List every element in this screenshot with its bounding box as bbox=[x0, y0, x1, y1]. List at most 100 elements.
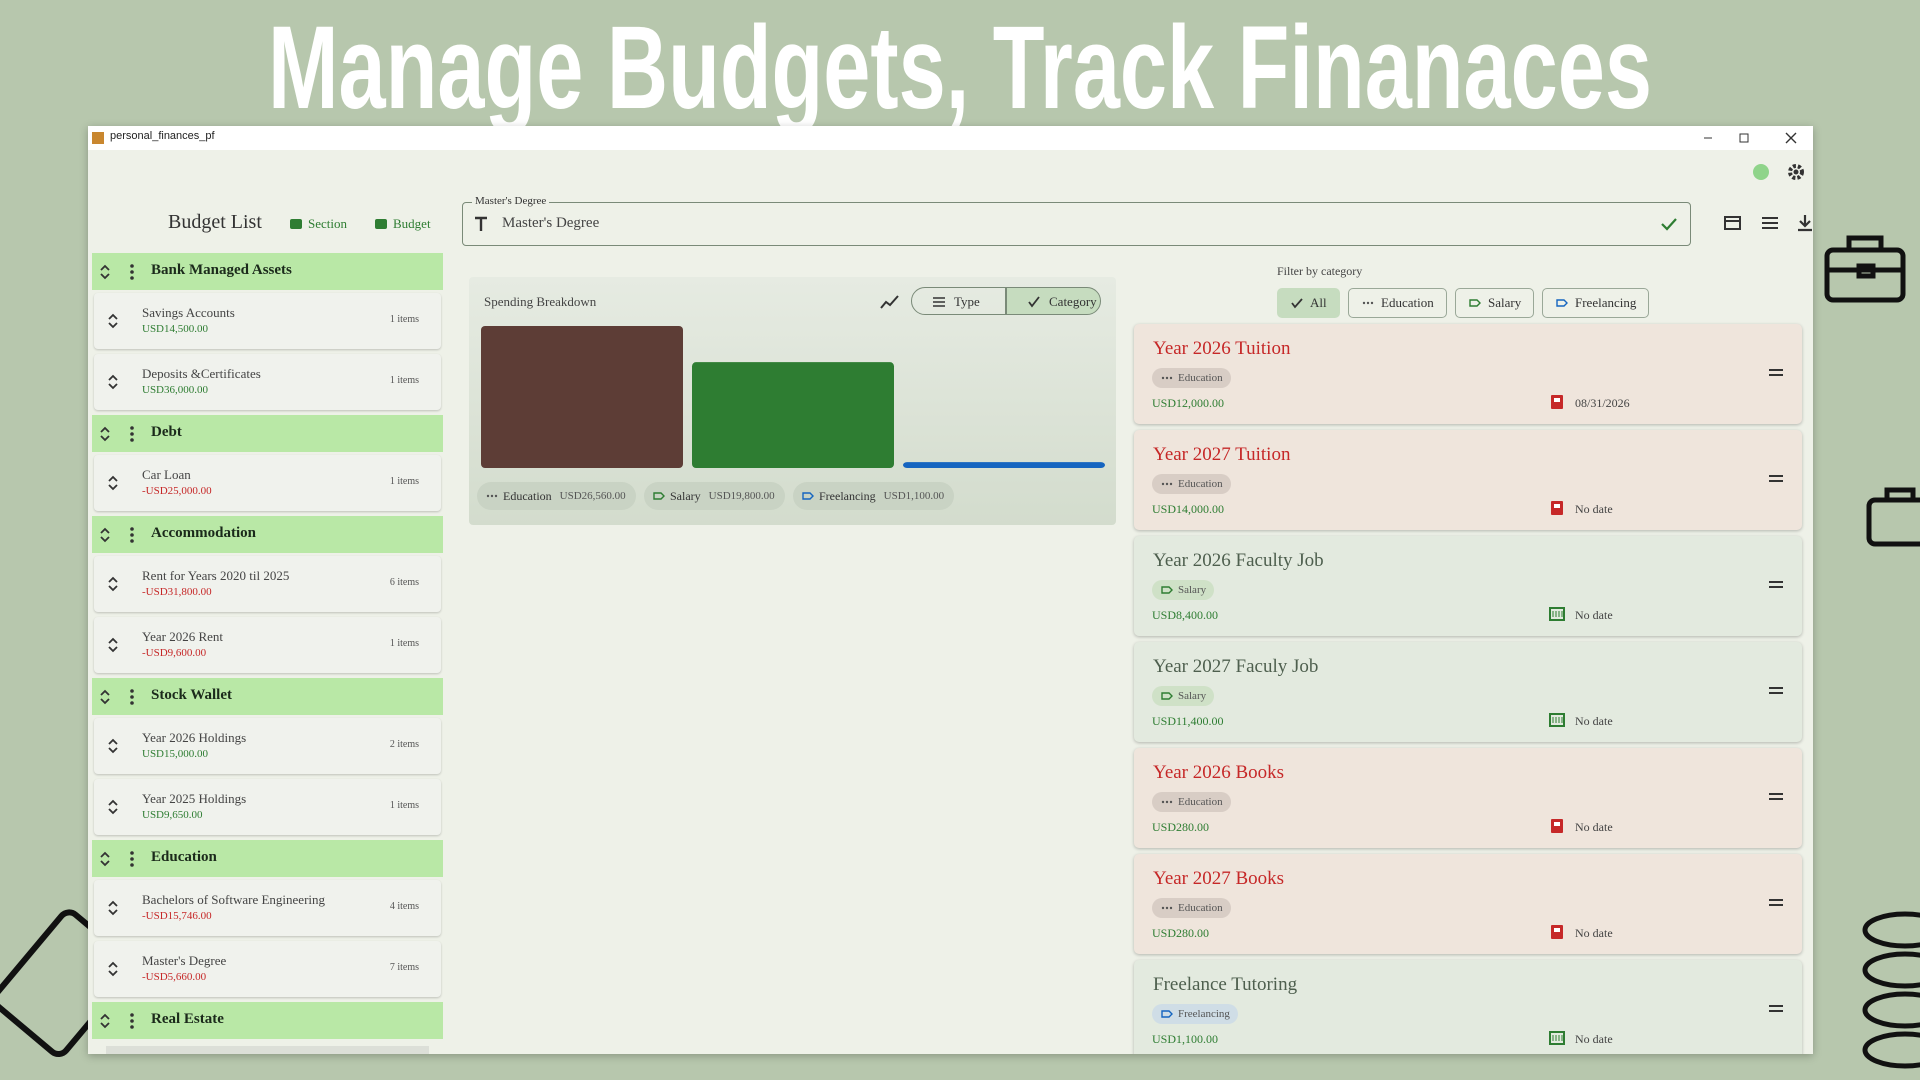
app-window: personal_finances_pf Budget List Section Bu… bbox=[88, 126, 1813, 1054]
budget-item[interactable]: Deposits &Certificates USD36,000.00 1 item… bbox=[94, 354, 441, 410]
item-name: Bachelors of Software Engineering bbox=[142, 892, 326, 907]
item-name: Year 2026 Rent bbox=[142, 629, 224, 644]
date-icon bbox=[1551, 501, 1563, 515]
budget-entry-card[interactable]: Year 2027 Tuition Education USD14,000.00 No… bbox=[1134, 430, 1802, 530]
chart-title: Spending Breakdown bbox=[484, 294, 597, 309]
toggle-label: Type bbox=[954, 294, 980, 309]
budget-item[interactable]: Rent for Years 2020 til 2025 -USD31,800.0… bbox=[94, 556, 441, 612]
chart-toggle[interactable]: Category bbox=[1006, 287, 1101, 315]
budget-item[interactable]: Savings Accounts USD14,500.00 1 items bbox=[94, 293, 441, 349]
entry-date: 08/31/2026 bbox=[1575, 396, 1630, 410]
item-amount: USD15,000.00 bbox=[142, 748, 209, 760]
legend-label: Salary bbox=[670, 488, 701, 503]
decoration bbox=[0, 909, 90, 1058]
filter-chip[interactable]: Salary bbox=[1455, 288, 1535, 318]
legend-chip: Freelancing USD1,100.00 bbox=[793, 482, 955, 510]
item-count: 1 items bbox=[389, 800, 419, 811]
legend-icon bbox=[802, 492, 814, 500]
notification-button[interactable] bbox=[1751, 162, 1771, 182]
reorder-icon bbox=[100, 264, 110, 280]
name-field[interactable]: Master's Degree bbox=[462, 202, 1691, 246]
tag-icon bbox=[1161, 1010, 1173, 1018]
maximize-button[interactable] bbox=[1736, 130, 1752, 146]
entry-title: Year 2026 Faculty Job bbox=[1153, 550, 1324, 571]
filter-chip[interactable]: All bbox=[1277, 288, 1340, 318]
minimize-button[interactable] bbox=[1700, 130, 1716, 146]
menu-icon bbox=[130, 1013, 134, 1029]
budget-entry-card[interactable]: Year 2026 Faculty Job Salary USD8,400.00 No… bbox=[1134, 536, 1802, 636]
item-amount: -USD15,746.00 bbox=[142, 910, 212, 922]
entry-tag: Education bbox=[1152, 474, 1231, 494]
chart-toggle[interactable]: Type bbox=[911, 287, 1006, 315]
section-header[interactable]: Accommodation bbox=[92, 516, 443, 553]
section-header[interactable]: Bank Managed Assets bbox=[92, 253, 443, 290]
section-header[interactable]: Real Estate bbox=[92, 1002, 443, 1039]
entry-tag: Education bbox=[1152, 368, 1231, 388]
toggle-label: Category bbox=[1049, 294, 1097, 309]
item-count: 1 items bbox=[389, 638, 419, 649]
tag-icon bbox=[1161, 376, 1173, 380]
budget-entry-card[interactable]: Year 2027 Books Education USD280.00 No date bbox=[1134, 854, 1802, 954]
banner-title: Manage Budgets, Track Finanaces bbox=[268, 2, 1652, 130]
drag-handle[interactable] bbox=[1768, 1004, 1784, 1014]
entry-tag: Education bbox=[1152, 792, 1231, 812]
section-header[interactable]: Stock Wallet bbox=[92, 678, 443, 715]
budget-item[interactable]: Master's Degree -USD5,660.00 7 items bbox=[94, 941, 441, 997]
tag-icon bbox=[1161, 906, 1173, 910]
section-name: Real Estate bbox=[151, 1011, 224, 1027]
close-button[interactable] bbox=[1783, 130, 1799, 146]
app-icon bbox=[92, 132, 104, 144]
chip-icon bbox=[1291, 298, 1303, 309]
field-value: Master's Degree bbox=[502, 215, 600, 231]
budget-entry-card[interactable]: Year 2027 Faculy Job Salary USD11,400.00 No… bbox=[1134, 642, 1802, 742]
drag-handle[interactable] bbox=[1768, 898, 1784, 908]
window-title: personal_finances_pf bbox=[110, 130, 215, 142]
toolbar-button[interactable] bbox=[1795, 213, 1813, 233]
toggle-icon bbox=[933, 297, 945, 307]
drag-handle[interactable] bbox=[1768, 474, 1784, 484]
menu-icon bbox=[130, 264, 134, 280]
menu-icon bbox=[130, 689, 134, 705]
action-button[interactable]: Section bbox=[308, 216, 347, 231]
filter-chip[interactable]: Education bbox=[1348, 288, 1447, 318]
budget-entry-card[interactable]: Year 2026 Tuition Education USD12,000.00 08… bbox=[1134, 324, 1802, 424]
item-count: 1 items bbox=[389, 375, 419, 386]
action-icon bbox=[375, 219, 387, 229]
placeholder-row bbox=[106, 1046, 429, 1054]
budget-item[interactable]: Year 2025 Holdings USD9,650.00 1 items bbox=[94, 779, 441, 835]
chart-style-button[interactable] bbox=[879, 292, 901, 312]
item-count: 2 items bbox=[389, 739, 419, 750]
reorder-icon bbox=[108, 900, 118, 916]
budget-item[interactable]: Year 2026 Rent -USD9,600.00 1 items bbox=[94, 617, 441, 673]
section-header[interactable]: Debt bbox=[92, 415, 443, 452]
settings-button[interactable] bbox=[1786, 162, 1806, 182]
budget-entry-card[interactable]: Year 2026 Books Education USD280.00 No date bbox=[1134, 748, 1802, 848]
legend-value: USD19,800.00 bbox=[708, 490, 775, 502]
budget-item[interactable]: Bachelors of Software Engineering -USD15,… bbox=[94, 880, 441, 936]
bar-plot bbox=[481, 326, 1105, 468]
toolbar-button[interactable] bbox=[1724, 213, 1744, 233]
drag-handle[interactable] bbox=[1768, 580, 1784, 590]
entry-date: No date bbox=[1575, 1032, 1613, 1046]
drag-handle[interactable] bbox=[1768, 368, 1784, 378]
filter-chip[interactable]: Freelancing bbox=[1542, 288, 1650, 318]
legend-label: Freelancing bbox=[819, 488, 876, 503]
budget-entry-card[interactable]: Freelance Tutoring Freelancing USD1,100.00… bbox=[1134, 960, 1802, 1054]
drag-handle[interactable] bbox=[1768, 792, 1784, 802]
section-header[interactable]: Education bbox=[92, 840, 443, 877]
entry-amount: USD14,000.00 bbox=[1152, 502, 1225, 516]
drag-handle[interactable] bbox=[1768, 686, 1784, 696]
item-amount: -USD9,600.00 bbox=[142, 647, 207, 659]
action-button[interactable]: Budget bbox=[393, 216, 431, 231]
budget-item[interactable]: Year 2026 Holdings USD15,000.00 2 items bbox=[94, 718, 441, 774]
budget-item[interactable]: Car Loan -USD25,000.00 1 items bbox=[94, 455, 441, 511]
section-name: Debt bbox=[151, 424, 182, 440]
banner: Manage Budgets, Track Finanaces bbox=[268, 2, 1652, 130]
entry-amount: USD280.00 bbox=[1152, 820, 1210, 834]
reorder-icon bbox=[100, 851, 110, 867]
confirm-icon[interactable] bbox=[1660, 216, 1678, 232]
tag-label: Freelancing bbox=[1178, 1008, 1230, 1020]
toolbar-button[interactable] bbox=[1760, 213, 1780, 233]
section-name: Education bbox=[151, 849, 217, 865]
